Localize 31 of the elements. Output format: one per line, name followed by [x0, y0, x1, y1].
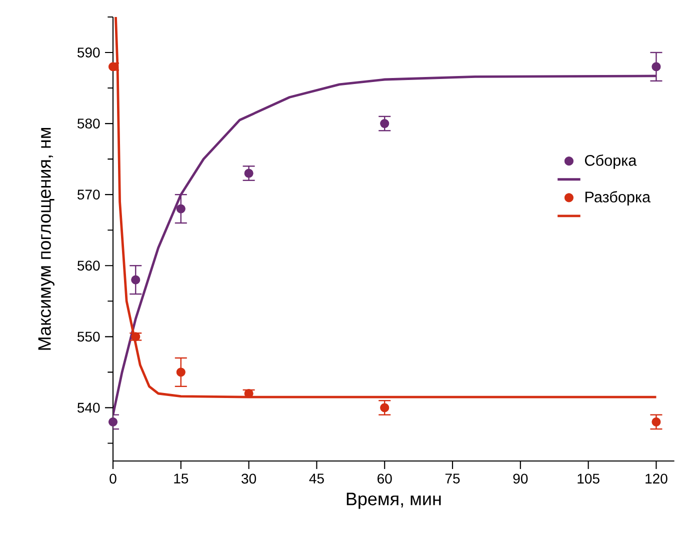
y-tick-label: 590	[78, 48, 100, 58]
legend-label: Сборка	[584, 154, 637, 169]
y-tick-label: 580	[78, 118, 100, 129]
y-axis-title: Максимум поглощения, нм	[38, 128, 54, 350]
point	[176, 204, 186, 214]
point	[131, 332, 140, 342]
line-series	[113, 74, 658, 416]
x-tick-label: 60	[378, 474, 392, 484]
x-axis-title: Время, мин	[346, 492, 441, 509]
point	[108, 417, 118, 426]
point	[131, 275, 140, 284]
y-tick-label: 570	[78, 190, 100, 200]
point	[380, 119, 390, 128]
legend-label: Разборка	[585, 191, 651, 206]
point	[652, 417, 661, 426]
point	[380, 403, 390, 412]
x-tick-label: 120	[646, 474, 668, 484]
point	[108, 62, 118, 72]
point	[652, 62, 661, 72]
x-tick-label: 15	[174, 474, 188, 484]
x-tick-label: 90	[513, 474, 528, 484]
y-tick-label: 550	[78, 332, 100, 342]
x-tick-label: 75	[445, 474, 460, 484]
point	[176, 368, 186, 377]
x-tick-label: 30	[242, 474, 256, 484]
x-tick-label: 105	[578, 474, 600, 484]
point	[244, 168, 254, 178]
y-tick-label: 540	[78, 402, 100, 413]
x-tick-label: 45	[309, 474, 324, 484]
x-tick-label: 0	[110, 474, 116, 484]
y-tick-label: 560	[78, 260, 100, 271]
